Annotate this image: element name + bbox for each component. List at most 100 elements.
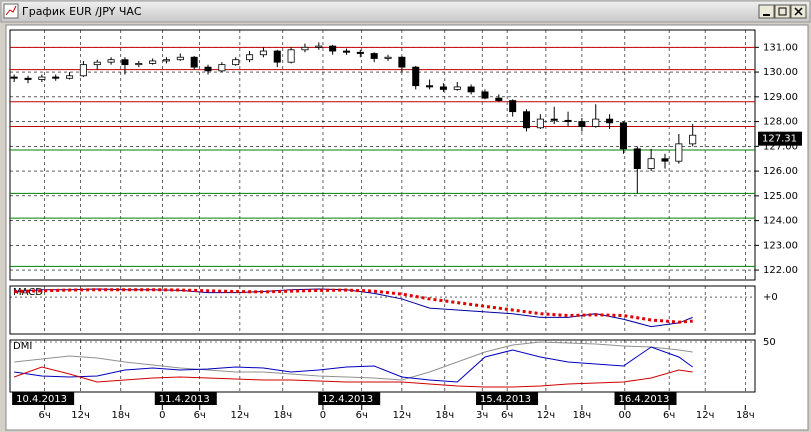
x-tick-label: 6ч (194, 410, 206, 421)
candle-body (439, 86, 447, 90)
candle-body (689, 134, 697, 145)
last-price-label: 127.31 (762, 134, 797, 145)
indicator-line (14, 346, 693, 383)
y-tick-label: 125.00 (763, 191, 798, 202)
candle-body (412, 66, 420, 87)
x-tick-label: 18ч (573, 410, 592, 421)
x-tick-label: 00 (618, 410, 631, 421)
x-tick-label: 3ч (476, 410, 488, 421)
window-title: График EUR /JPY ЧАС (22, 5, 142, 18)
x-tick-label: 18ч (435, 410, 454, 421)
candle-body (24, 77, 32, 80)
candle-body (675, 143, 683, 162)
candle-body (342, 50, 351, 53)
y-tick-label: 50 (763, 337, 776, 348)
candle-body (564, 119, 572, 122)
candle-body (550, 118, 558, 121)
candle-body (426, 85, 434, 88)
window-icon-glyph (5, 5, 17, 16)
candle-body (453, 86, 461, 90)
title-bar (0, 0, 811, 23)
x-tick-label: 6ч (38, 410, 50, 421)
candle-body (370, 53, 378, 59)
date-label: 12.4.2013 (322, 394, 373, 405)
candle-body (273, 50, 281, 63)
candle-body (149, 60, 157, 64)
candle-body (121, 59, 129, 66)
x-tick-label: 0 (320, 410, 326, 421)
y-tick-label: 124.00 (763, 216, 798, 227)
date-label-box (476, 392, 539, 405)
pane-title: DMI (13, 341, 32, 352)
candle-body (38, 76, 46, 80)
candle-body (356, 51, 364, 54)
candle-body (79, 64, 87, 77)
candle-body (467, 86, 475, 93)
y-tick-label: 129.00 (763, 92, 798, 103)
candle-body (606, 118, 614, 124)
candle-body (176, 56, 184, 61)
candle-body (190, 56, 198, 68)
x-tick-label: 12ч (393, 410, 412, 421)
date-label: 11.4.2013 (159, 394, 210, 405)
candle-body (93, 61, 101, 66)
date-label: 16.4.2013 (619, 394, 670, 405)
y-tick-label: +0 (763, 292, 778, 303)
close-button[interactable] (790, 4, 807, 19)
x-tick-label: 6ч (663, 410, 675, 421)
candle-body (218, 64, 226, 72)
candle-body (52, 76, 60, 79)
pane-frame (9, 339, 756, 393)
candle-body (592, 118, 600, 127)
candle-body (578, 121, 586, 127)
candle-body (315, 45, 323, 48)
candle-body (287, 49, 295, 63)
y-tick-label: 127.00 (763, 141, 798, 152)
x-tick-label: 6ч (501, 410, 513, 421)
candle-body (10, 76, 18, 79)
candle-body (495, 97, 503, 101)
x-tick-label: 18ч (736, 410, 755, 421)
candle-body (232, 59, 240, 66)
candle-body (647, 158, 655, 170)
x-tick-label: 12ч (696, 410, 715, 421)
candle-body (509, 100, 517, 113)
indicator-line (14, 288, 693, 324)
x-tick-label: 12ч (231, 410, 250, 421)
candle-body (536, 118, 544, 129)
minimize-button[interactable] (758, 4, 775, 19)
date-label-box (154, 392, 217, 405)
candle-body (246, 54, 254, 61)
pane-frame (9, 285, 756, 335)
date-label: 10.4.2013 (16, 394, 67, 405)
y-tick-label: 123.00 (763, 240, 798, 251)
pane-frame (9, 29, 756, 281)
y-tick-label: 122.00 (763, 265, 798, 276)
candle-body (204, 66, 212, 72)
x-tick-label: 0 (159, 410, 165, 421)
x-tick-label: 12ч (71, 410, 90, 421)
date-label-box (614, 392, 677, 405)
y-tick-label: 131.00 (763, 42, 798, 53)
date-label-box (12, 392, 75, 405)
last-price-box (758, 131, 802, 146)
y-tick-label: 128.00 (763, 117, 798, 128)
candle-body (481, 91, 489, 99)
candle-body (66, 75, 74, 79)
candle-body (398, 56, 406, 68)
candle-body (633, 148, 641, 170)
candle-body (135, 63, 143, 66)
date-label-box (318, 392, 381, 405)
x-tick-label: 6ч (356, 410, 368, 421)
candle-body (661, 158, 669, 162)
indicator-line (14, 341, 693, 381)
candle-body (522, 111, 531, 129)
candle-body (259, 50, 267, 56)
candle-body (384, 56, 392, 59)
y-tick-label: 126.00 (763, 166, 798, 177)
y-tick-label: 130.00 (763, 67, 798, 78)
candle-body (162, 59, 170, 62)
maximize-button[interactable] (774, 4, 791, 19)
x-tick-label: 18ч (273, 410, 292, 421)
